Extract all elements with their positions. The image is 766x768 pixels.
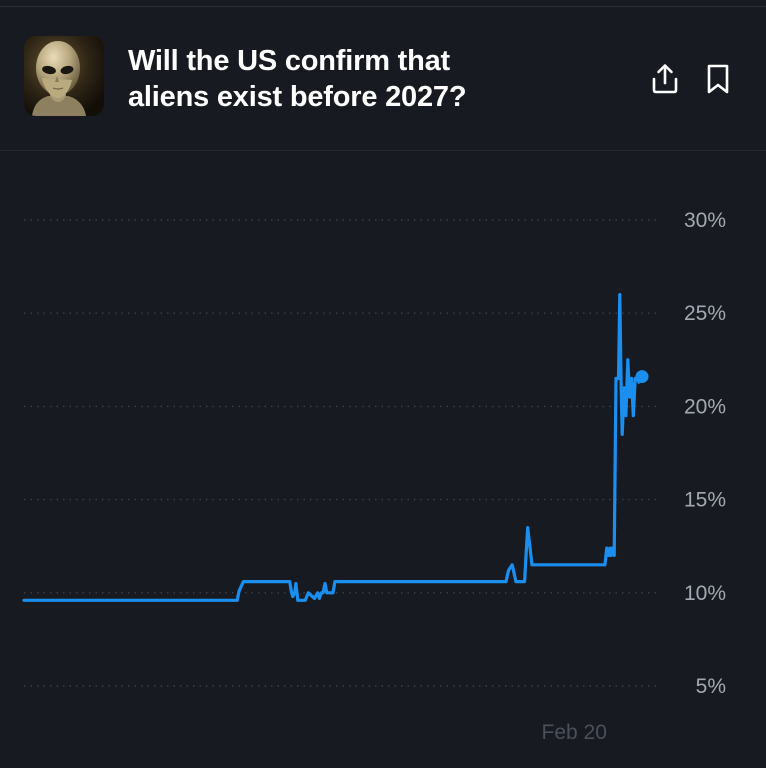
chart-series [22,293,649,602]
chart-gridlines [24,219,660,687]
y-tick-label: 20% [684,395,726,418]
y-tick-label: 30% [684,209,726,232]
bookmark-icon [707,64,729,94]
price-chart-svg: 30% 25% 20% 15% 10% 5% Feb 20 [22,209,726,744]
top-divider [0,6,766,7]
series-endpoint-dot [635,370,649,384]
y-tick-label: 10% [684,582,726,605]
y-tick-label: 25% [684,302,726,325]
market-title-line1: Will the US confirm that [128,45,451,77]
x-tick-label: Feb 20 [542,721,607,744]
y-tick-label: 15% [684,489,726,512]
price-chart[interactable]: 30% 25% 20% 15% 10% 5% Feb 20 [0,150,766,768]
market-title-line2: aliens exist before 2027? [128,81,467,113]
market-thumbnail [24,36,104,116]
chart-x-axis: Feb 20 [542,721,607,744]
market-title: Will the US confirm that aliens exist be… [128,43,568,115]
series-line [22,293,644,602]
share-button[interactable] [647,59,683,99]
y-tick-label: 5% [696,675,726,698]
share-icon [652,64,678,94]
bookmark-button[interactable] [700,59,736,99]
chart-y-axis: 30% 25% 20% 15% 10% 5% [684,209,726,698]
market-header: Will the US confirm that aliens exist be… [0,7,766,151]
alien-portrait-image [24,36,104,116]
